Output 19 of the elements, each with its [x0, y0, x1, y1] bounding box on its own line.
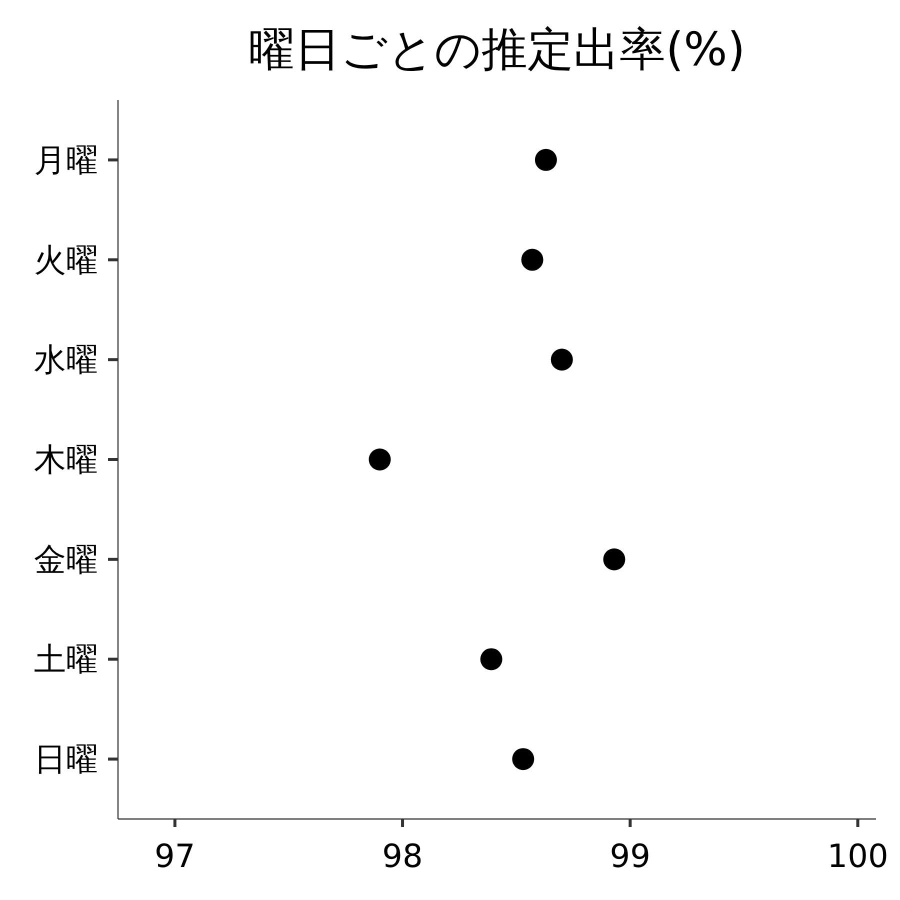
chart-title: 曜日ごとの推定出率(%)	[248, 22, 746, 76]
y-tick-label: 金曜	[34, 540, 98, 578]
y-tick-label: 日曜	[34, 740, 98, 778]
y-tick-label: 月曜	[34, 140, 98, 179]
point	[550, 348, 573, 371]
point	[512, 748, 534, 770]
x-tick-label: 98	[382, 837, 423, 875]
point	[521, 248, 544, 271]
point	[534, 148, 557, 171]
y-tick-label: 木曜	[34, 440, 98, 478]
point	[368, 448, 391, 470]
x-tick-label: 99	[610, 837, 651, 875]
x-tick-label: 100	[827, 837, 888, 875]
y-tick-label: 土曜	[34, 640, 98, 678]
y-tick-label: 水曜	[34, 340, 98, 379]
point	[603, 548, 626, 570]
x-tick-label: 97	[154, 837, 196, 875]
point	[480, 648, 502, 670]
y-tick-label: 火曜	[34, 240, 98, 279]
